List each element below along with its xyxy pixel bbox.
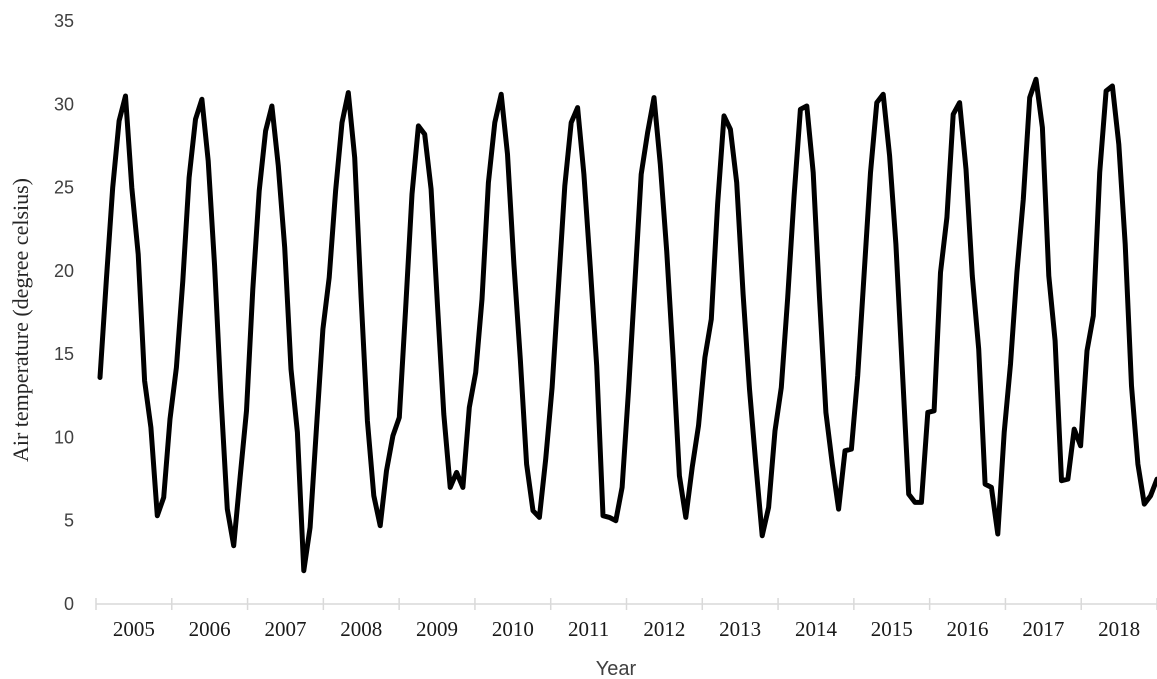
y-tick-label: 15 [54, 344, 74, 364]
x-tick-label: 2017 [1022, 617, 1064, 641]
x-tick-label: 2009 [416, 617, 458, 641]
y-tick-label: 5 [64, 511, 74, 531]
y-axis-ticks: 0 5 10 15 20 25 30 35 [54, 11, 74, 614]
y-axis-title: Air temperature (degree celsius) [8, 178, 33, 462]
x-tick-label: 2013 [719, 617, 761, 641]
y-tick-label: 35 [54, 11, 74, 31]
x-tick-label: 2016 [947, 617, 989, 641]
x-axis [95, 598, 1157, 610]
x-axis-title: Year [596, 658, 637, 679]
x-tick-label: 2007 [264, 617, 306, 641]
x-tick-label: 2005 [113, 617, 155, 641]
x-tick-label: 2006 [189, 617, 231, 641]
x-tick-label: 2012 [643, 617, 685, 641]
series-line [97, 76, 1157, 574]
x-tick-label: 2015 [871, 617, 913, 641]
y-tick-label: 10 [54, 427, 74, 447]
x-tick-label: 2018 [1098, 617, 1140, 641]
x-axis-ticks: 2005 2006 2007 2008 2009 2010 2011 2012 2013 2014… [113, 617, 1140, 641]
x-tick-label: 2011 [568, 617, 609, 641]
x-tick-label: 2014 [795, 617, 838, 641]
y-tick-label: 25 [54, 178, 74, 198]
y-tick-label: 20 [54, 261, 74, 281]
y-tick-label: 30 [54, 94, 74, 114]
x-tick-label: 2010 [492, 617, 534, 641]
series-layer [97, 76, 1157, 574]
x-tick-label: 2008 [340, 617, 382, 641]
y-tick-label: 0 [64, 594, 74, 614]
